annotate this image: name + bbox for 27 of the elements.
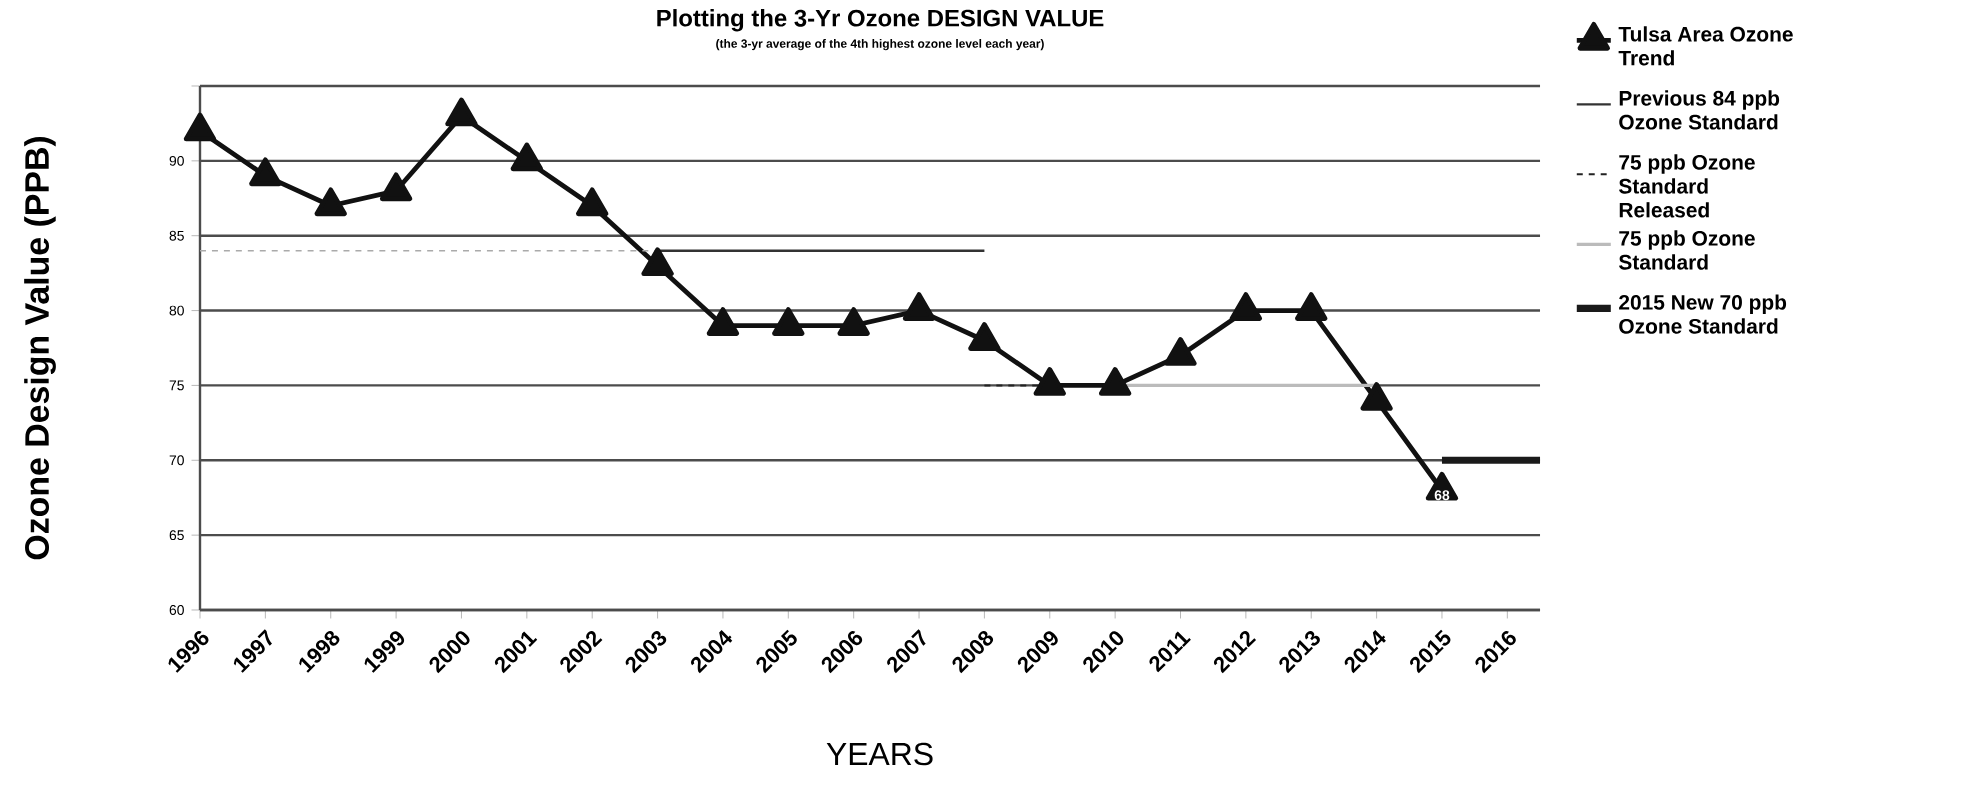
point [837, 307, 870, 336]
point [1033, 367, 1066, 396]
point [1098, 367, 1132, 396]
point [576, 187, 609, 217]
point [314, 187, 347, 217]
y-axis-title: Ozone Design Value (PPB) [24, 137, 56, 560]
point [249, 157, 282, 187]
x-axis-title: YEARS [826, 742, 933, 766]
point [1360, 382, 1393, 411]
point [968, 322, 1001, 351]
point [902, 292, 936, 321]
point [706, 307, 740, 336]
legend-label: Previous 84 ppb Ozone Standard [1619, 90, 1780, 130]
point [1164, 337, 1197, 366]
legend-label: 75 ppb Ozone Standard [1618, 230, 1755, 270]
point [1229, 292, 1263, 321]
legend-label: Tulsa Area Ozone Trend [1618, 26, 1793, 66]
point [1295, 292, 1328, 321]
point [772, 307, 805, 336]
point [379, 172, 413, 202]
point [641, 247, 674, 277]
point [183, 112, 217, 142]
legend-label: 75 ppb Ozone Standard Released [1618, 154, 1755, 218]
point [445, 97, 478, 127]
chart-title: Plotting the 3-Yr Ozone DESIGN VALUE [657, 9, 1104, 32]
legend-label: 2015 New 70 ppb Ozone Standard [1619, 294, 1787, 334]
point [510, 142, 544, 172]
